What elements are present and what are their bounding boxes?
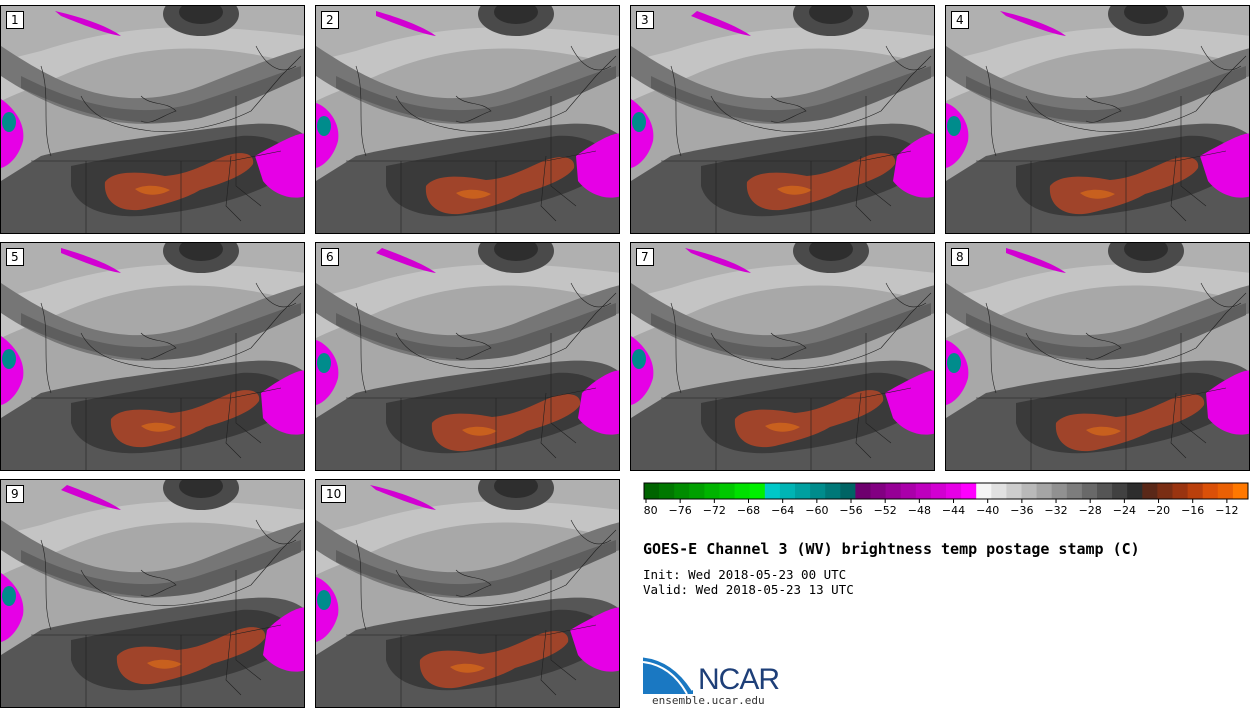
stamp-panel: 3 xyxy=(630,5,935,234)
colorbar-tick-label: −40 xyxy=(976,504,999,517)
colorbar-swatch xyxy=(1097,483,1113,499)
colorbar-tick-label: −20 xyxy=(1147,504,1170,517)
colorbar-swatch xyxy=(870,483,887,499)
colorbar-swatch xyxy=(1217,483,1234,499)
colorbar-swatch xyxy=(1112,483,1128,499)
colorbar-swatch xyxy=(719,483,736,499)
site-url: ensemble.ucar.edu xyxy=(652,694,765,707)
colorbar-swatch xyxy=(764,483,781,499)
colorbar-outline xyxy=(643,482,1249,500)
stamp-panel: 8 xyxy=(945,242,1250,471)
panel-number: 2 xyxy=(321,11,339,29)
colorbar-swatch xyxy=(915,483,932,499)
colorbar-swatch xyxy=(749,483,766,499)
stamp-panel: 7 xyxy=(630,242,935,471)
colorbar-tick-label: −32 xyxy=(1044,504,1067,517)
colorbar-swatch xyxy=(885,483,902,499)
colorbar-swatch xyxy=(704,483,720,499)
colorbar-swatch xyxy=(900,483,917,499)
colorbar-swatch xyxy=(855,483,871,499)
init-time: Init: Wed 2018-05-23 00 UTC xyxy=(643,567,847,582)
stamp-panel: 4 xyxy=(945,5,1250,234)
colorbar-tick-label: −80 xyxy=(643,504,658,517)
colorbar-swatch xyxy=(734,483,751,499)
colorbar-swatch xyxy=(1157,483,1173,499)
colorbar-tick-label: −16 xyxy=(1181,504,1204,517)
chart-title: GOES-E Channel 3 (WV) brightness temp po… xyxy=(643,540,1140,558)
colorbar-swatch xyxy=(1066,483,1083,499)
colorbar-swatch xyxy=(1036,483,1053,499)
colorbar-tick-label: −52 xyxy=(874,504,897,517)
colorbar-tick-label: −48 xyxy=(908,504,931,517)
colorbar-swatch xyxy=(1081,483,1098,499)
colorbar-swatch xyxy=(825,483,841,499)
ncar-logo-text: NCAR xyxy=(698,663,780,696)
colorbar-swatch xyxy=(840,483,856,499)
ncar-logo-icon xyxy=(643,652,695,694)
colorbar-swatch xyxy=(1142,483,1158,499)
colorbar-swatch xyxy=(1127,483,1143,499)
colorbar-tick-label: −28 xyxy=(1079,504,1102,517)
colorbar-swatch xyxy=(779,483,796,499)
panel-number: 1 xyxy=(6,11,24,29)
colorbar-tick-label: −72 xyxy=(703,504,726,517)
stamp-panel: 10 xyxy=(315,479,620,708)
colorbar-tick-label: −36 xyxy=(1010,504,1033,517)
colorbar-swatch xyxy=(795,483,811,499)
colorbar-tick-label: −76 xyxy=(669,504,692,517)
colorbar-swatch xyxy=(1021,483,1038,499)
colorbar-swatch xyxy=(1202,483,1219,499)
colorbar-swatch xyxy=(946,483,962,499)
colorbar-tick-label: −64 xyxy=(771,504,794,517)
colorbar-tick-label: −44 xyxy=(942,504,965,517)
panel-number: 3 xyxy=(636,11,654,29)
colorbar-swatch xyxy=(810,483,826,499)
stamp-panel: 1 xyxy=(0,5,305,234)
panel-number: 9 xyxy=(6,485,24,503)
colorbar-swatch xyxy=(1051,483,1068,499)
colorbar: −80−76−72−68−64−60−56−52−48−44−40−36−32−… xyxy=(643,482,1249,517)
stamp-panel: 2 xyxy=(315,5,620,234)
colorbar-swatch xyxy=(930,483,947,499)
colorbar-tick-label: −24 xyxy=(1113,504,1136,517)
colorbar-swatch xyxy=(674,483,690,499)
panel-number: 8 xyxy=(951,248,969,266)
colorbar-tick-label: −68 xyxy=(737,504,760,517)
panel-number: 6 xyxy=(321,248,339,266)
colorbar-tick-label: −12 xyxy=(1215,504,1238,517)
panel-number: 4 xyxy=(951,11,969,29)
panel-number: 7 xyxy=(636,248,654,266)
colorbar-swatch xyxy=(1187,483,1204,499)
colorbar-swatch xyxy=(1232,483,1249,499)
valid-time: Valid: Wed 2018-05-23 13 UTC xyxy=(643,582,854,597)
panel-number: 10 xyxy=(321,485,347,503)
colorbar-swatch xyxy=(961,483,977,499)
colorbar-tick-label: −56 xyxy=(839,504,862,517)
colorbar-swatch xyxy=(976,483,992,499)
colorbar-swatch xyxy=(644,483,660,499)
panel-number: 5 xyxy=(6,248,24,266)
colorbar-swatch xyxy=(689,483,705,499)
stamp-panel: 5 xyxy=(0,242,305,471)
colorbar-swatch xyxy=(991,483,1007,499)
colorbar-swatch xyxy=(659,483,675,499)
colorbar-swatch xyxy=(1172,483,1189,499)
colorbar-tick-label: −60 xyxy=(805,504,828,517)
colorbar-swatch xyxy=(1006,483,1022,499)
stamp-panel: 6 xyxy=(315,242,620,471)
stamp-panel: 9 xyxy=(0,479,305,708)
